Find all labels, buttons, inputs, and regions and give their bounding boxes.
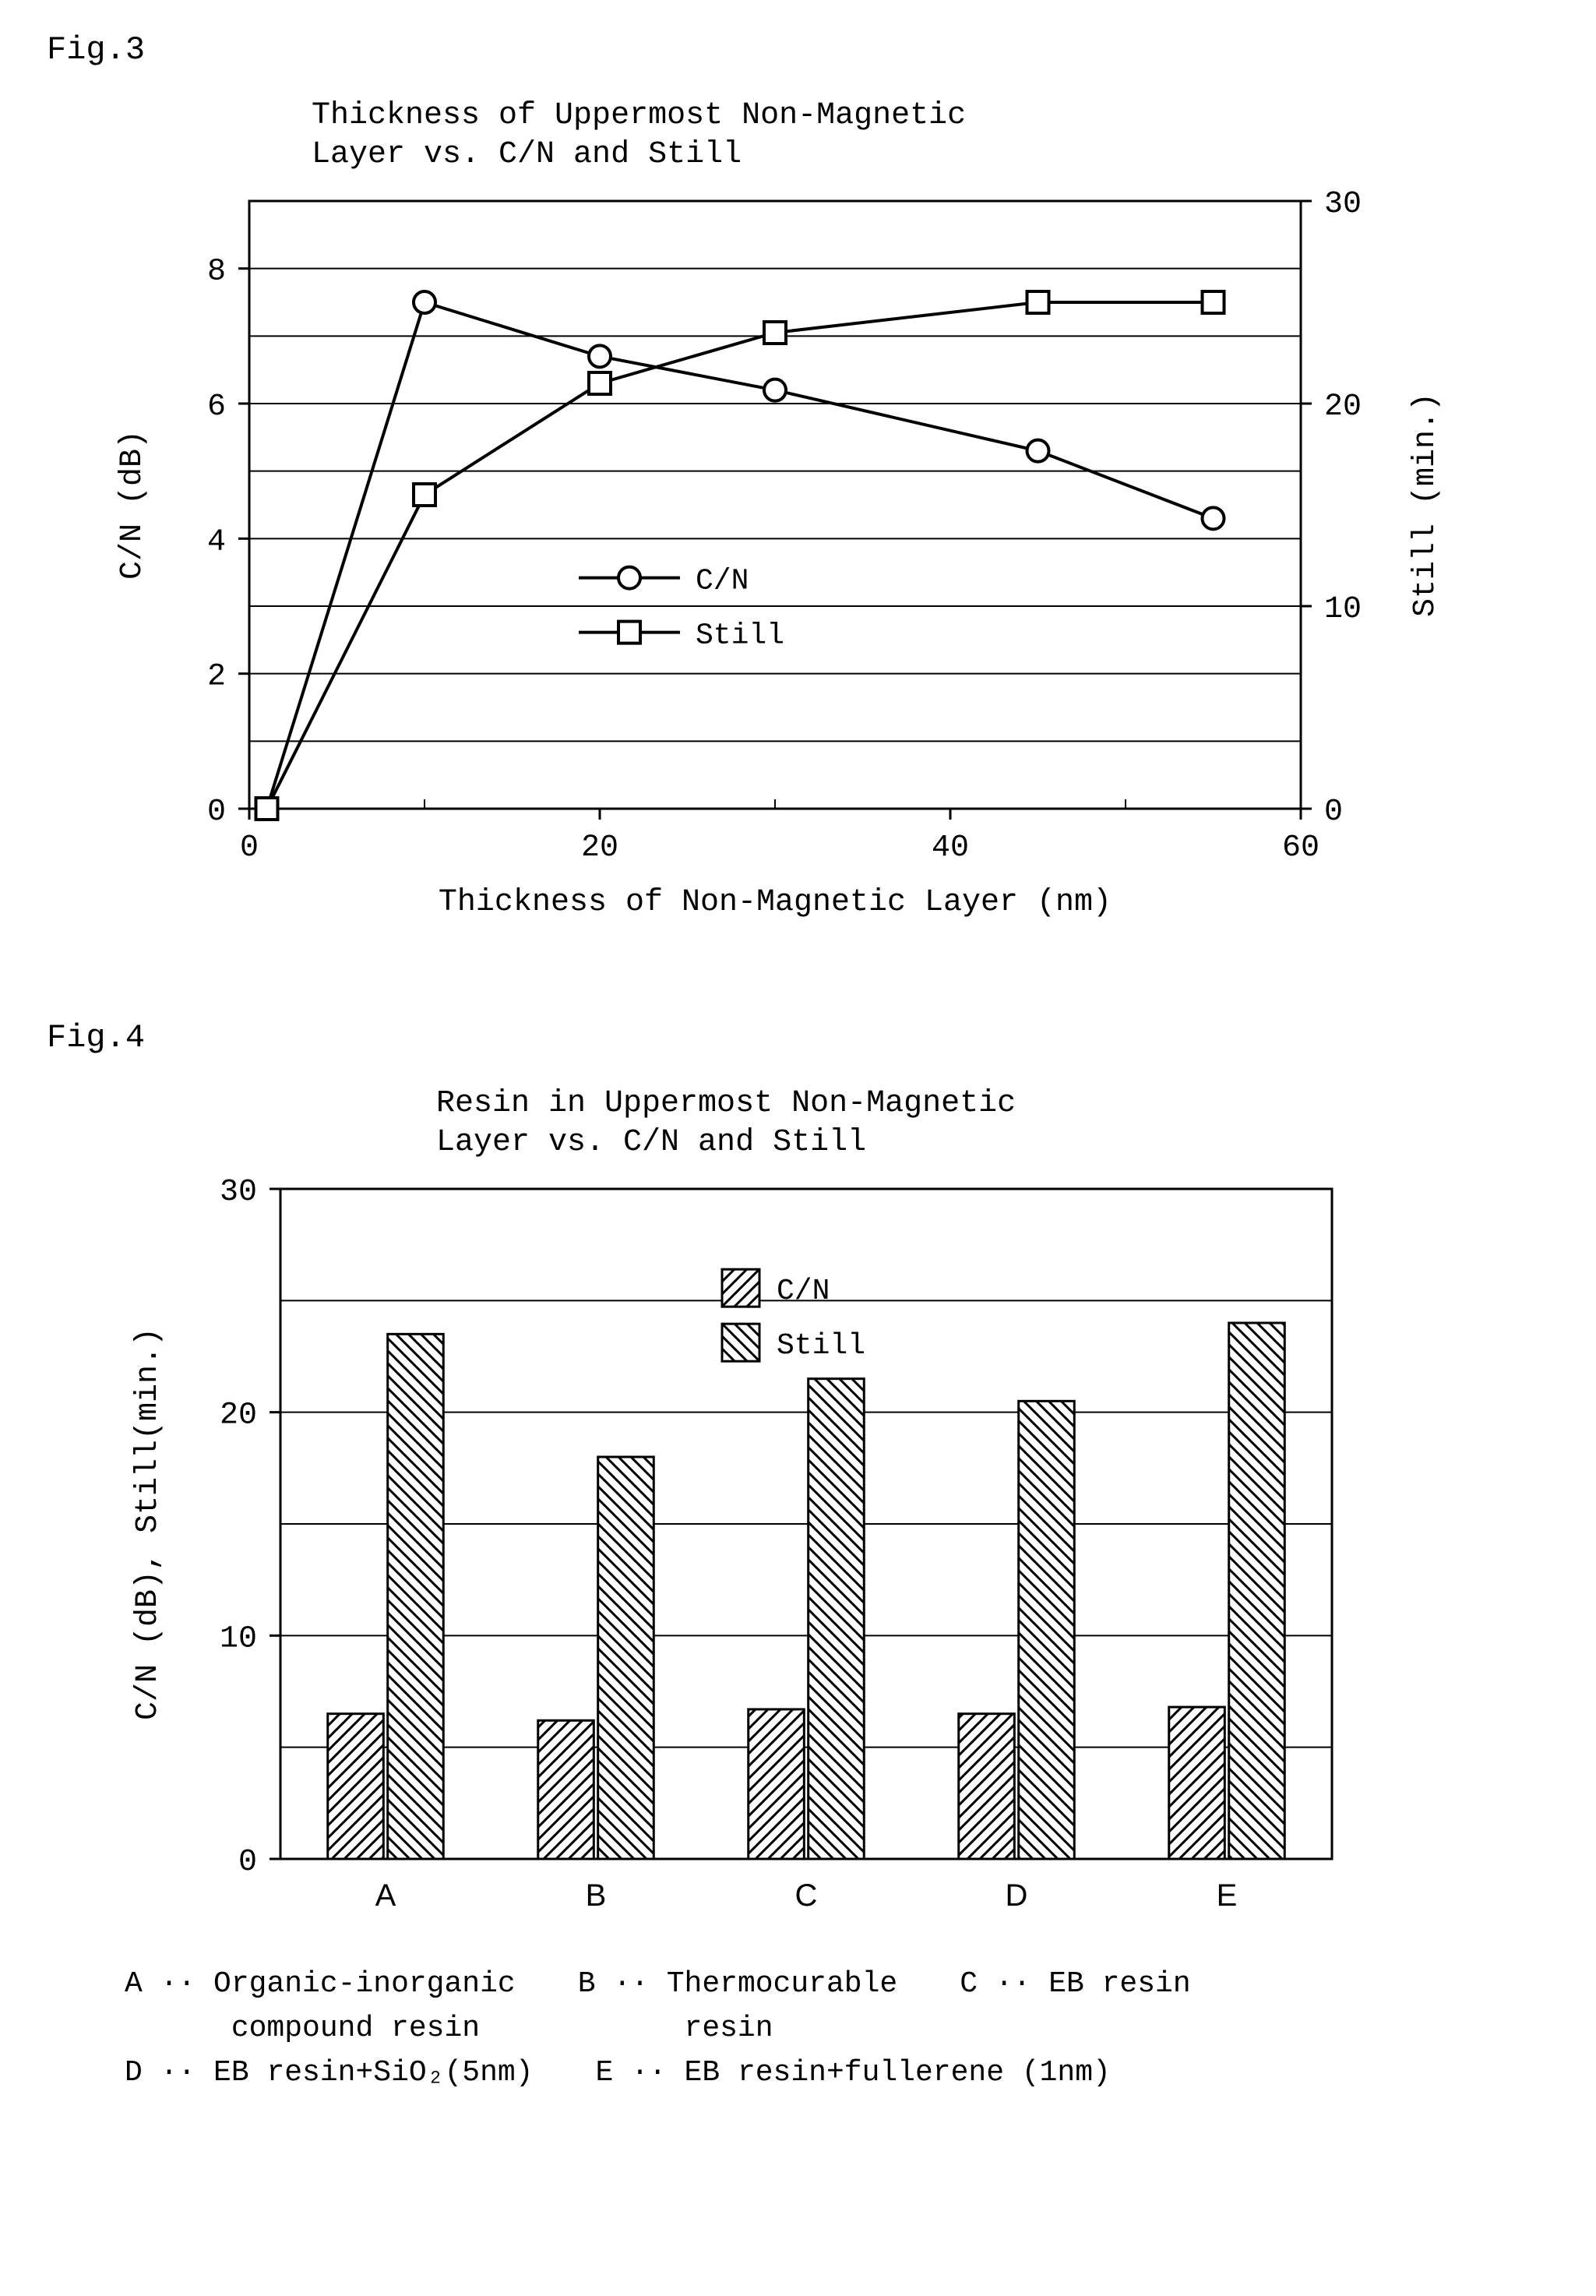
svg-text:C/N: C/N bbox=[696, 565, 749, 598]
svg-text:Layer vs. C/N and Still: Layer vs. C/N and Still bbox=[312, 137, 742, 172]
svg-text:Thickness of Uppermost Non-Mag: Thickness of Uppermost Non-Magnetic bbox=[312, 98, 966, 133]
fig3-block: Fig.3 Thickness of Uppermost Non-Magneti… bbox=[47, 31, 1549, 941]
svg-text:Resin in Uppermost Non-Magneti: Resin in Uppermost Non-Magnetic bbox=[436, 1086, 1016, 1121]
svg-text:Still: Still bbox=[777, 1329, 865, 1363]
fig4-footnotes: A ·· Organic-inorganic compound resin B … bbox=[125, 1962, 1549, 2095]
fig4-label: Fig.4 bbox=[47, 1019, 1549, 1056]
svg-text:0: 0 bbox=[240, 831, 259, 866]
footnote-C: C ·· EB resin bbox=[960, 1962, 1190, 2051]
svg-text:10: 10 bbox=[220, 1621, 257, 1656]
svg-text:C/N (dB), Still(min.): C/N (dB), Still(min.) bbox=[131, 1328, 166, 1720]
svg-text:Still (min.): Still (min.) bbox=[1408, 393, 1443, 617]
footnote-D: D ·· EB resin+SiO₂(5nm) bbox=[125, 2051, 534, 2095]
svg-text:6: 6 bbox=[207, 390, 226, 425]
svg-text:B: B bbox=[586, 1878, 607, 1913]
svg-text:C/N (dB): C/N (dB) bbox=[115, 430, 150, 580]
svg-text:D: D bbox=[1006, 1878, 1028, 1913]
svg-text:E: E bbox=[1217, 1878, 1238, 1913]
svg-text:Thickness of Non-Magnetic Laye: Thickness of Non-Magnetic Layer (nm) bbox=[439, 885, 1112, 920]
svg-text:40: 40 bbox=[932, 831, 969, 866]
svg-text:C: C bbox=[795, 1878, 818, 1913]
svg-text:8: 8 bbox=[207, 255, 226, 290]
svg-text:2: 2 bbox=[207, 660, 226, 695]
fig4-chart: Resin in Uppermost Non-Magnetic Layer vs.… bbox=[47, 1072, 1394, 1952]
svg-text:Layer vs. C/N and Still: Layer vs. C/N and Still bbox=[436, 1125, 866, 1160]
footnote-A: A ·· Organic-inorganic compound resin bbox=[125, 1962, 516, 2051]
svg-text:A: A bbox=[375, 1878, 396, 1913]
fig3-chart: Thickness of Uppermost Non-Magnetic Layer… bbox=[47, 84, 1503, 941]
svg-text:C/N: C/N bbox=[777, 1275, 830, 1308]
svg-text:0: 0 bbox=[238, 1845, 257, 1880]
footnote-B: B ·· Thermocurable resin bbox=[578, 1962, 897, 2051]
footnote-E: E ·· EB resin+fullerene (1nm) bbox=[596, 2051, 1111, 2095]
svg-text:10: 10 bbox=[1324, 592, 1362, 627]
svg-text:0: 0 bbox=[207, 795, 226, 830]
svg-text:60: 60 bbox=[1282, 831, 1319, 866]
svg-text:20: 20 bbox=[1324, 390, 1362, 425]
fig3-label: Fig.3 bbox=[47, 31, 1549, 69]
svg-text:Still: Still bbox=[696, 619, 784, 653]
svg-text:30: 30 bbox=[1324, 187, 1362, 222]
svg-text:20: 20 bbox=[220, 1398, 257, 1434]
svg-text:0: 0 bbox=[1324, 795, 1343, 830]
svg-text:20: 20 bbox=[581, 831, 618, 866]
svg-text:4: 4 bbox=[207, 524, 226, 559]
svg-text:30: 30 bbox=[220, 1175, 257, 1210]
fig4-block: Fig.4 Resin in Uppermost Non-Magnetic Lay… bbox=[47, 1019, 1549, 2095]
